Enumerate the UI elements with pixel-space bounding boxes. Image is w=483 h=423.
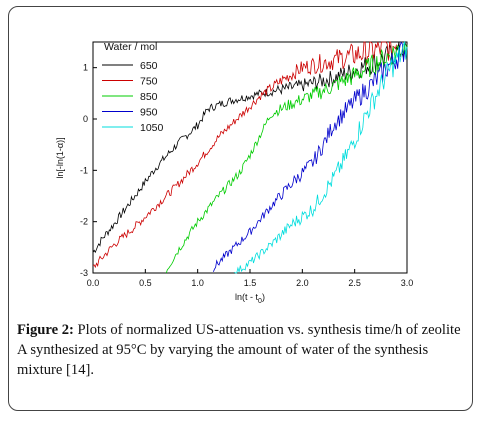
legend-title: Water / mol	[104, 41, 157, 53]
caption-text: Plots of normalized US-attenuation vs. s…	[17, 322, 461, 378]
series-line-650	[92, 41, 408, 254]
chart: 0.0 0.5 1.0 1.5 2.0 2.5 3.0 1 0 -1 -2 -3 Water / mo…	[55, 40, 413, 305]
y-tick-label: 0	[83, 114, 88, 124]
x-tick-label: 2.0	[296, 278, 309, 288]
x-tick-label: 0.5	[139, 278, 152, 288]
legend-label-850: 850	[140, 91, 158, 103]
legend-label-650: 650	[140, 60, 158, 72]
x-tick-label: 3.0	[401, 278, 414, 288]
series-line-950	[213, 41, 408, 272]
series-line-750	[92, 41, 397, 269]
legend-label-1050: 1050	[140, 122, 164, 134]
series-layer	[92, 40, 408, 274]
x-tick-label: 1.5	[244, 278, 257, 288]
figure-caption: Figure 2: Plots of normalized US-attenua…	[17, 320, 469, 380]
y-tick-label: 1	[83, 63, 88, 73]
series-line-850	[165, 42, 408, 274]
legend-label-750: 750	[140, 76, 158, 88]
y-tick-label: -2	[80, 217, 88, 227]
y-tick-label: -1	[80, 165, 88, 175]
figure-frame	[8, 6, 473, 411]
caption-label: Figure 2:	[17, 322, 74, 338]
x-tick-label: 2.5	[348, 278, 361, 288]
y-axis-label: ln[-ln(1-α)]	[55, 137, 65, 178]
y-tick-label: -3	[80, 268, 88, 278]
x-tick-label: 1.0	[191, 278, 204, 288]
legend: Water / mol 650 750 850 950 1050	[102, 41, 164, 134]
legend-label-950: 950	[140, 107, 158, 119]
x-tick-label: 0.0	[87, 278, 100, 288]
axis-layer: 0.0 0.5 1.0 1.5 2.0 2.5 3.0 1 0 -1 -2 -3	[80, 63, 413, 288]
x-axis-label: ln(t - t0)	[235, 292, 265, 305]
series-line-1050	[234, 40, 408, 274]
